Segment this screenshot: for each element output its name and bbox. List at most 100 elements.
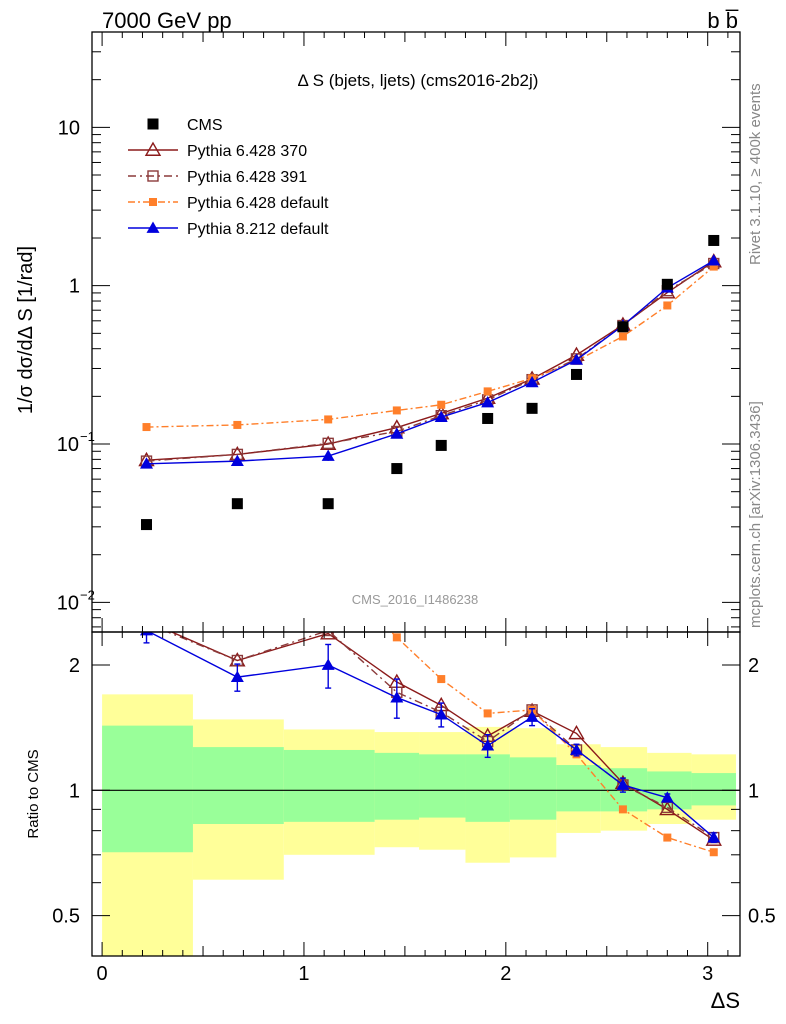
point-pythia-6-428-default	[618, 332, 627, 341]
stat-uncertainty-band	[509, 757, 557, 820]
legend-label-pythia-6-428-default: Pythia 6.428 default	[187, 195, 329, 212]
data-point-cms	[570, 368, 582, 380]
data-point-cms	[391, 463, 403, 475]
ratio-y-tick-label-left: 1	[69, 780, 80, 802]
point-pythia-8-212-default	[569, 353, 583, 365]
data-point-cms	[526, 402, 538, 414]
point-pythia-8-212-default	[140, 457, 154, 469]
legend-marker-pythia-6-428-370	[144, 141, 162, 156]
stat-uncertainty-band	[691, 773, 736, 806]
ratio-point-pythia-8-212-default	[140, 632, 154, 636]
stat-uncertainty-band	[465, 754, 510, 822]
y-tick-exponent: −1	[80, 429, 95, 444]
point-pythia-6-428-391	[322, 437, 334, 450]
series-line-pythia-6-428-default	[146, 266, 715, 428]
ratio-point-pythia-8-212-default	[230, 670, 244, 682]
ratio-point-pythia-6-428-default	[233, 579, 241, 587]
stat-uncertainty-band	[192, 747, 284, 825]
mcplots-source-label: mcplots.cern.ch [arXiv:1306.3436]	[747, 401, 764, 628]
ratio-point-pythia-8-212-default	[390, 691, 404, 703]
point-pythia-6-428-default	[324, 415, 333, 424]
ratio-point-pythia-6-428-default	[483, 709, 492, 718]
x-tick-label: 2	[500, 963, 511, 985]
ratio-point-pythia-6-428-default	[437, 675, 446, 684]
series-line-pythia-6-428-370	[146, 260, 715, 461]
point-pythia-6-428-default	[663, 301, 672, 310]
ratio-panel: 0 1 2 3 0.5 0.5 1 1 2 2	[52, 531, 776, 985]
ratio-point-pythia-6-428-default	[324, 565, 332, 573]
ratio-point-pythia-8-212-default	[434, 708, 448, 720]
y-tick-label: 10	[57, 592, 79, 614]
ratio-axes-layer: 0 1 2 3 0.5 0.5 1 1 2 2	[52, 631, 776, 985]
point-pythia-6-428-default	[437, 400, 446, 409]
legend-marker-pythia-6-428-default	[149, 198, 157, 206]
ratio-point-pythia-6-428-default	[709, 848, 718, 857]
ratio-point-pythia-6-428-370	[568, 724, 585, 740]
ratio-point-pythia-8-212-default	[569, 743, 583, 755]
rivet-version-label: Rivet 3.1.10, ≥ 400k events	[747, 83, 764, 265]
chart-title: Δ S (bjets, ljets) (cms2016-2b2j)	[298, 71, 539, 90]
ratio-y-tick-label-right: 2	[748, 655, 759, 677]
series-line-pythia-8-212-default	[146, 260, 715, 465]
ratio-y-tick-label-left: 0.5	[52, 906, 80, 928]
y-tick-label: 1	[69, 276, 80, 298]
ratio-point-pythia-6-428-default	[392, 633, 401, 642]
point-pythia-6-428-default	[233, 420, 242, 429]
legend-marker-pythia-8-212-default	[146, 221, 160, 233]
data-point-cms	[435, 439, 447, 451]
ratio-y-tick-label-right: 0.5	[748, 906, 776, 928]
ratio-point-pythia-8-212-default	[616, 778, 630, 790]
y-tick-label: 10	[57, 434, 79, 456]
y-tick-label: 10	[58, 117, 80, 139]
ratio-point-pythia-8-212-default	[707, 831, 721, 843]
point-pythia-6-428-default	[483, 387, 492, 396]
legend-label-pythia-6-428-370: Pythia 6.428 370	[187, 143, 307, 160]
data-point-cms	[661, 278, 673, 290]
ratio-series-layer	[140, 531, 722, 857]
legend-label-cms: CMS	[187, 117, 223, 134]
point-pythia-6-428-default	[709, 262, 718, 271]
legend: CMS Pythia 6.428 370 Pythia 6.428 391 Pythi…	[128, 117, 329, 238]
data-point-cms	[708, 234, 720, 246]
stat-uncertainty-band	[556, 765, 601, 812]
ratio-y-axis-label: Ratio to CMS	[25, 749, 42, 838]
x-axis-label: ΔS	[711, 988, 740, 1013]
ratio-point-pythia-6-428-391	[142, 618, 152, 628]
data-point-cms	[322, 498, 334, 510]
point-pythia-8-212-default	[434, 410, 448, 422]
y-axis-label: 1/σ dσ/dΔ S [1/rad]	[15, 246, 37, 414]
ratio-frame	[91, 631, 741, 957]
ratio-point-pythia-6-428-default	[618, 805, 627, 814]
ratio-point-pythia-6-428-default	[143, 531, 151, 539]
ratio-line-pythia-6-428-391	[166, 632, 715, 839]
header-process-label: b b̅	[707, 8, 739, 33]
point-pythia-6-428-default	[142, 423, 151, 432]
data-point-cms	[617, 321, 629, 333]
ratio-point-pythia-8-212-default	[525, 710, 539, 722]
point-pythia-8-212-default	[230, 454, 244, 466]
x-tick-label: 0	[97, 963, 108, 985]
data-point-cms	[141, 519, 153, 531]
data-points-layer	[141, 234, 720, 531]
point-pythia-8-212-default	[321, 449, 335, 461]
uncertainty-bands-layer	[92, 694, 740, 956]
ratio-point-pythia-8-212-default	[481, 739, 495, 751]
data-point-cms	[231, 498, 243, 510]
stat-uncertainty-band	[419, 754, 466, 818]
ratio-point-pythia-6-428-default	[663, 833, 672, 842]
ratio-point-pythia-8-212-default	[660, 791, 674, 803]
legend-marker-pythia-6-428-391	[147, 170, 159, 182]
ratio-point-pythia-6-428-370	[659, 800, 676, 816]
legend-label-pythia-8-212-default: Pythia 8.212 default	[187, 221, 329, 238]
ratio-y-tick-label-left: 2	[69, 655, 80, 677]
point-pythia-8-212-default	[481, 395, 495, 408]
ratio-y-tick-label-right: 1	[748, 780, 759, 802]
stat-uncertainty-band	[102, 725, 193, 853]
data-point-cms	[482, 412, 494, 424]
y-tick-exponent: −2	[80, 587, 95, 602]
point-pythia-6-428-default	[392, 406, 401, 415]
header-energy-label: 7000 GeV pp	[102, 8, 232, 33]
